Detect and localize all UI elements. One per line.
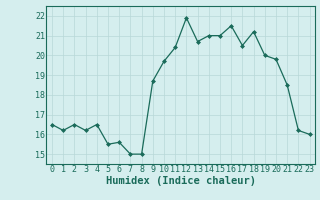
X-axis label: Humidex (Indice chaleur): Humidex (Indice chaleur) [106, 176, 256, 186]
